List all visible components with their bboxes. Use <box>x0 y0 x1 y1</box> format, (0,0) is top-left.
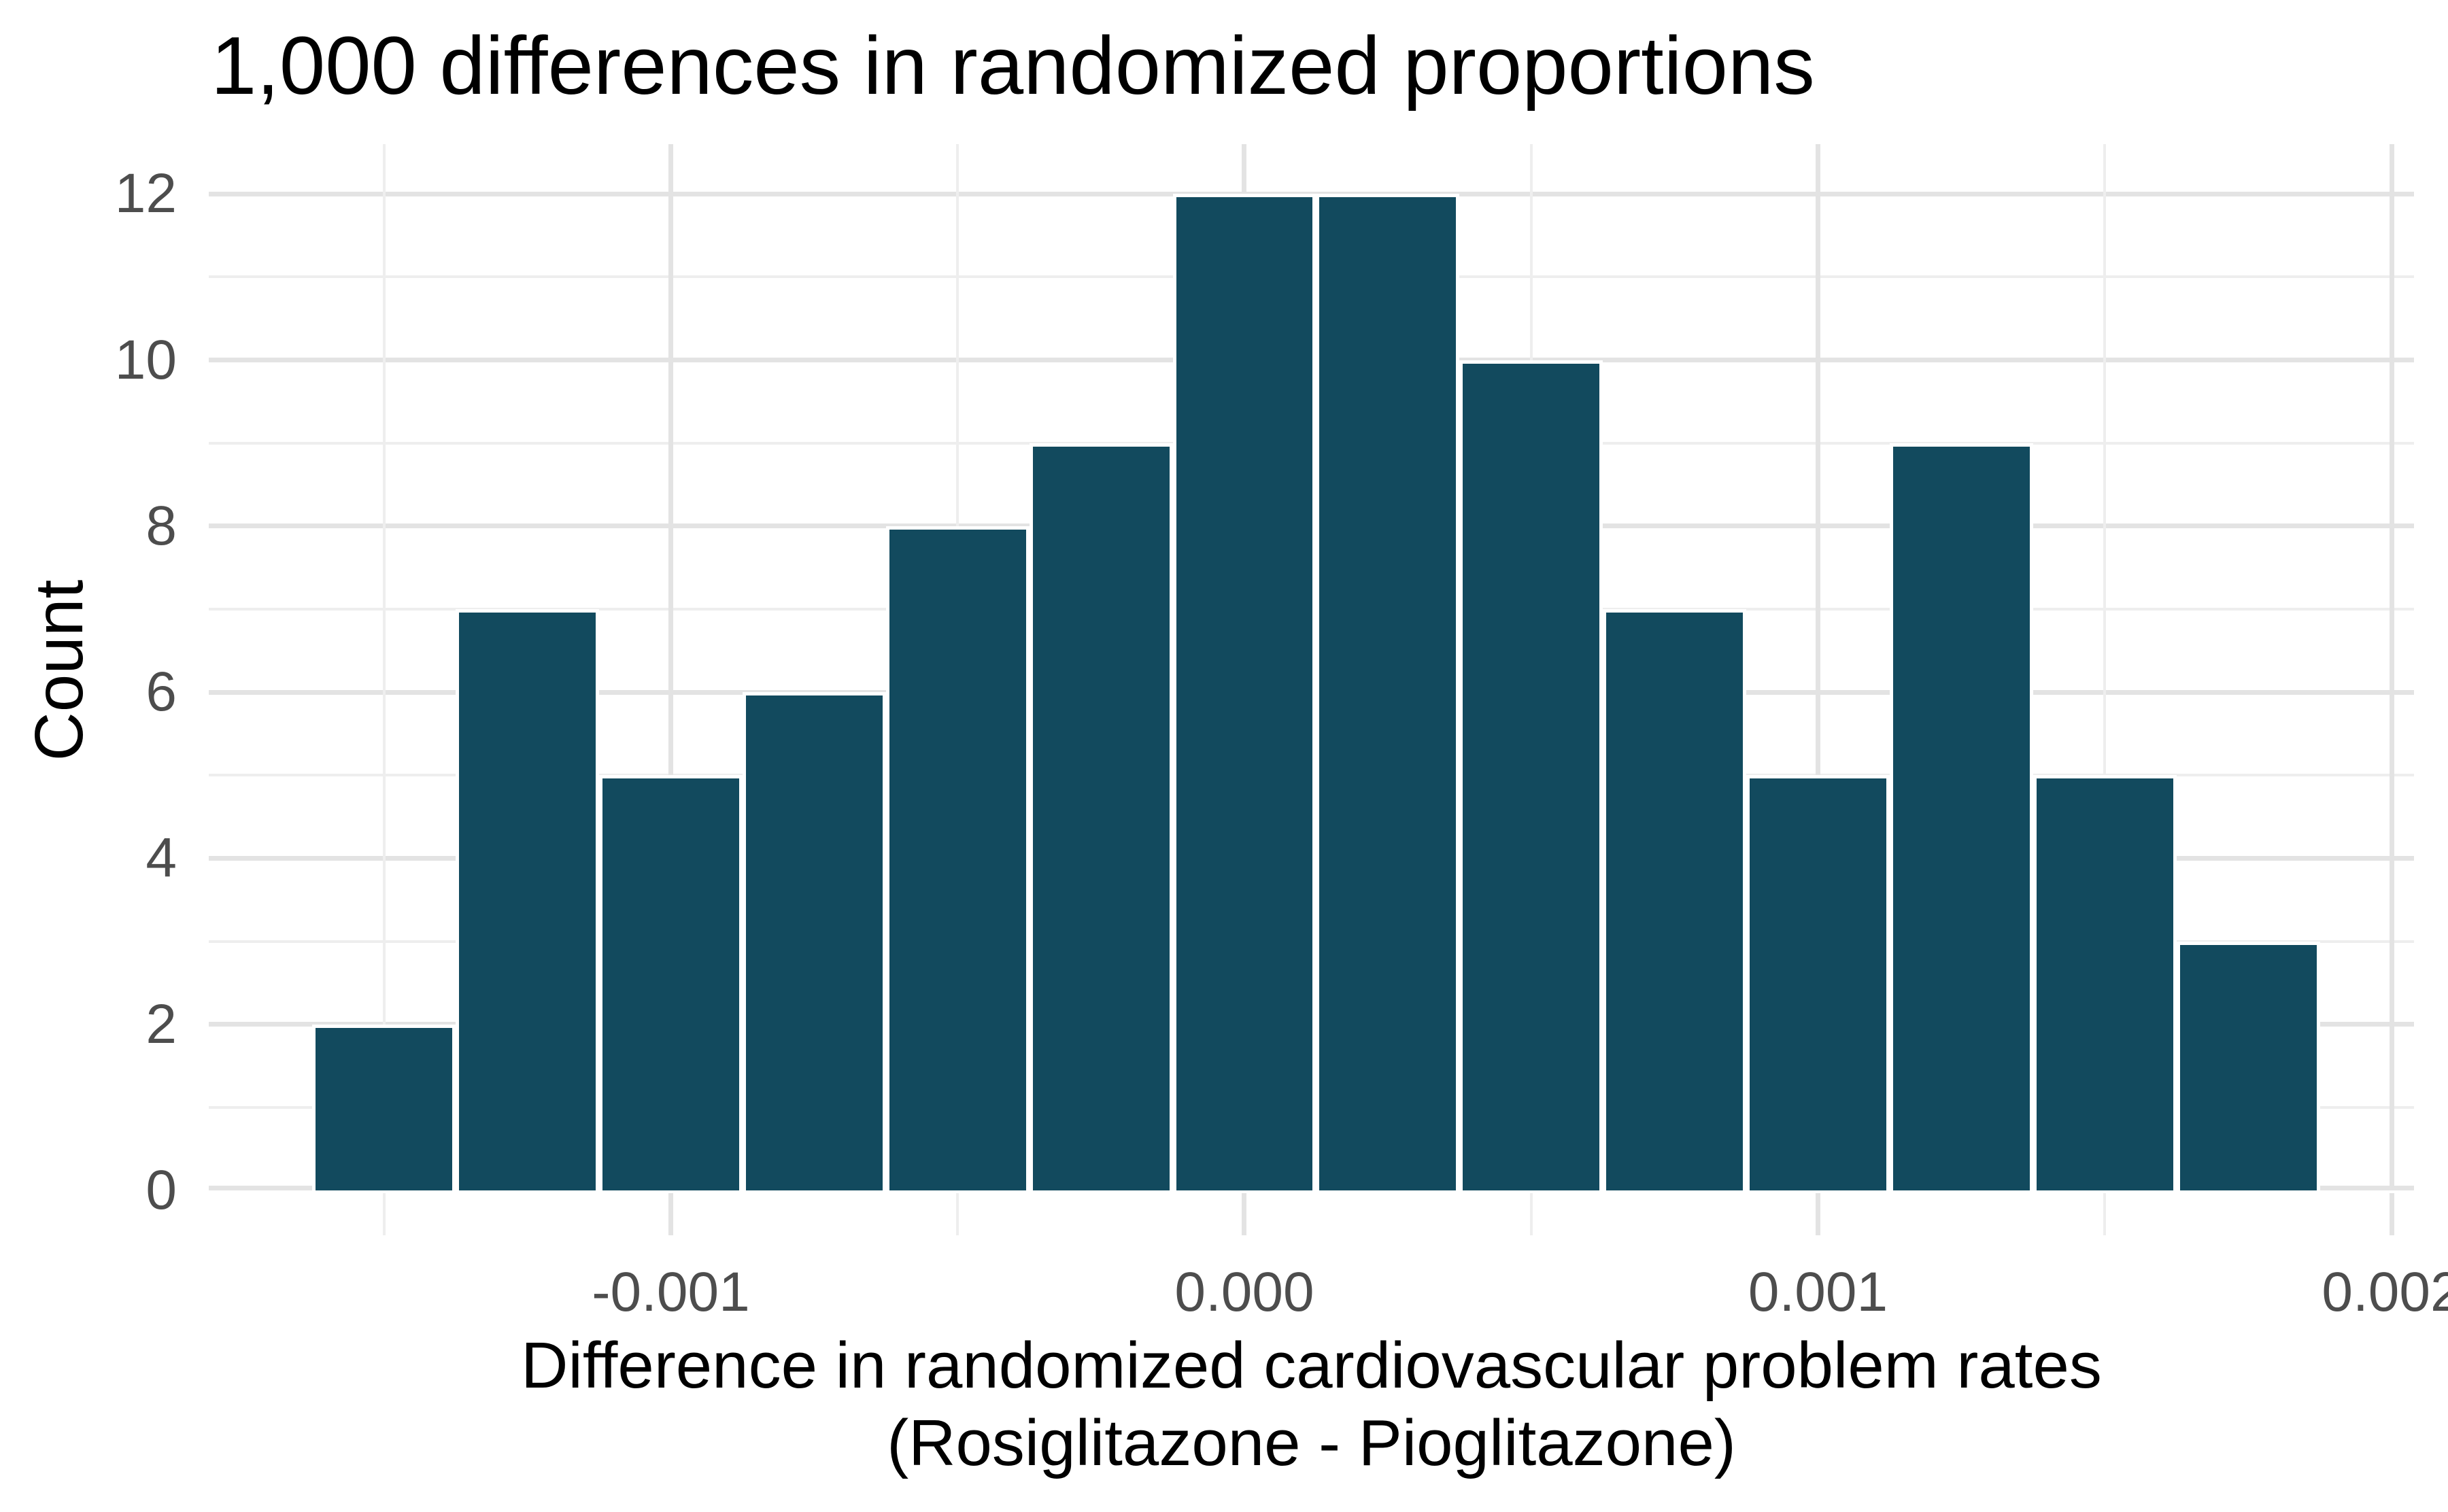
y-tick-label: 4 <box>146 827 177 889</box>
plot-panel <box>209 144 2414 1190</box>
x-tick <box>956 1193 959 1235</box>
y-tick-label: 8 <box>146 494 177 557</box>
y-tick-label: 12 <box>114 162 177 225</box>
x-tick-label: 0.000 <box>1174 1261 1314 1323</box>
histogram-bar <box>1889 443 2033 1190</box>
histogram-bar <box>1603 609 1747 1190</box>
x-axis-title-line2: (Rosiglitazone - Pioglitazone) <box>887 1407 1736 1479</box>
v-gridline-minor <box>382 144 386 1190</box>
v-gridline-major <box>2389 144 2394 1190</box>
histogram-bar <box>1029 443 1173 1190</box>
histogram-bar <box>885 526 1030 1190</box>
histogram-bar <box>1459 360 1603 1190</box>
y-tick-label: 2 <box>146 993 177 1055</box>
x-tick-label: -0.001 <box>592 1261 750 1323</box>
x-tick-label: 0.001 <box>1748 1261 1888 1323</box>
x-tick <box>1242 1193 1247 1235</box>
x-tick <box>1529 1193 1533 1235</box>
plot-title: 1,000 differences in randomized proporti… <box>211 19 1815 111</box>
x-tick-label: 0.002 <box>2322 1261 2448 1323</box>
y-tick-label: 10 <box>114 328 177 391</box>
x-tick <box>2103 1193 2107 1235</box>
v-gridline-minor <box>2103 144 2107 1190</box>
v-gridline-major <box>668 144 673 1190</box>
histogram-bar <box>456 609 599 1190</box>
histogram-bar <box>742 692 886 1190</box>
x-tick <box>2389 1193 2394 1235</box>
x-axis-title: Difference in randomized cardiovascular … <box>209 1327 2414 1482</box>
histogram-bar <box>2176 941 2320 1190</box>
y-tick-label: 6 <box>146 661 177 723</box>
v-gridline-major <box>1815 144 1820 1190</box>
histogram-bar <box>1316 194 1460 1190</box>
histogram-bar <box>599 775 743 1190</box>
histogram-bar <box>1746 775 1890 1190</box>
histogram-bar <box>312 1024 456 1190</box>
x-tick <box>668 1193 673 1235</box>
y-tick-label: 0 <box>146 1159 177 1221</box>
histogram-bar <box>2033 775 2177 1190</box>
x-tick <box>382 1193 386 1235</box>
x-tick <box>1815 1193 1820 1235</box>
x-axis-title-line1: Difference in randomized cardiovascular … <box>521 1329 2102 1402</box>
histogram-bar <box>1172 194 1316 1190</box>
